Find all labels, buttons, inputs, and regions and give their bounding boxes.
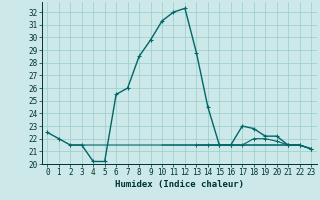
X-axis label: Humidex (Indice chaleur): Humidex (Indice chaleur) bbox=[115, 180, 244, 189]
